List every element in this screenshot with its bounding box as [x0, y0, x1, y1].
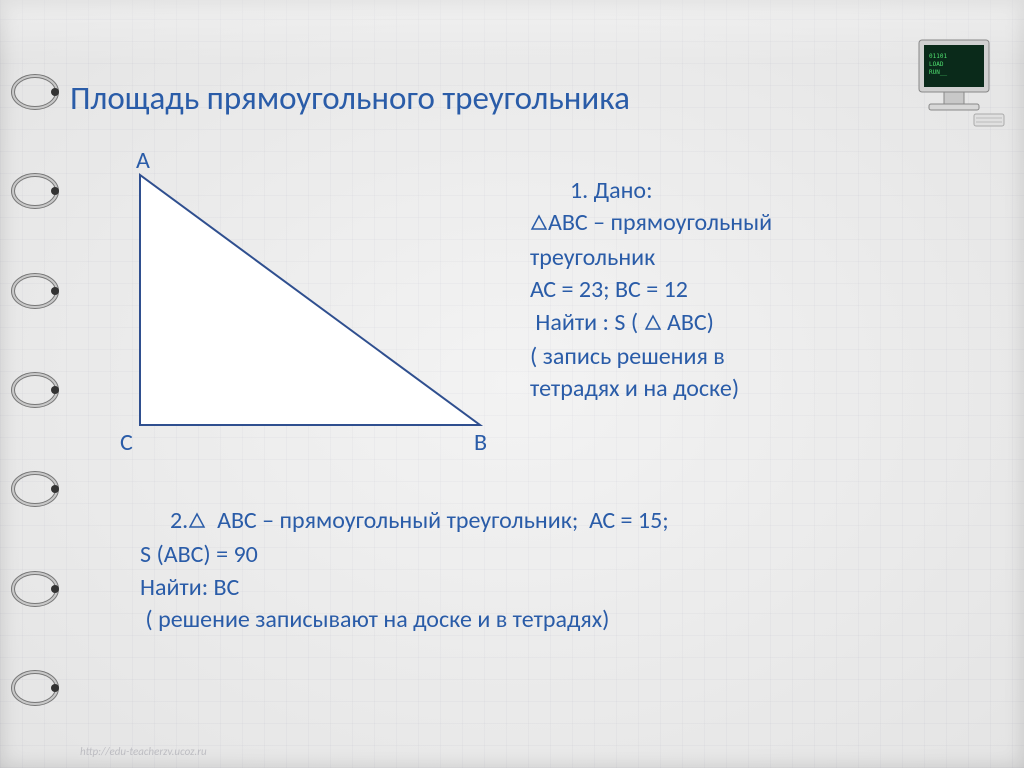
vertex-label-c: C [120, 427, 133, 459]
p1-line1: АВС – прямоугольный [548, 208, 772, 237]
p2-l2: S (АВС) = 90 [140, 539, 920, 571]
p1-line4-before: Найти : S ( [530, 308, 644, 337]
slide: 01101 LOAD RUN__ Площадь прямоугольного … [0, 0, 1024, 768]
p1-line6: тетрадях и на доске) [530, 373, 950, 405]
footer-link: http://edu-teacherzv.ucoz.ru [80, 745, 207, 758]
problem-1: 1. Дано: АВС – прямоугольный треугольник… [530, 175, 950, 406]
computer-icon: 01101 LOAD RUN__ [909, 30, 1009, 130]
vertex-label-a: A [136, 145, 150, 177]
triangle-icon [188, 507, 206, 539]
p1-line5: ( запись решения в [530, 341, 950, 373]
p1-line4-after: АВС) [662, 308, 714, 337]
p1-line3: АС = 23; ВС = 12 [530, 274, 950, 306]
p2-l3: Найти: ВС [140, 572, 920, 604]
svg-text:LOAD: LOAD [929, 61, 944, 68]
slide-title: Площадь прямоугольного треугольника [70, 78, 630, 118]
p1-heading: 1. Дано: [530, 175, 950, 207]
triangle-diagram: A B C [100, 145, 520, 455]
triangle-icon [644, 309, 662, 341]
svg-text:01101: 01101 [929, 53, 947, 60]
svg-text:RUN__: RUN__ [929, 69, 947, 76]
p1-line2: треугольник [530, 242, 950, 274]
problem-2: 2. АВС – прямоугольный треугольник; АС =… [140, 505, 920, 637]
triangle-icon [530, 209, 548, 241]
vertex-label-b: B [474, 427, 487, 459]
p2-prefix: 2. [170, 506, 188, 535]
p2-l1: АВС – прямоугольный треугольник; АС = 15… [206, 506, 668, 535]
spiral-binding [10, 70, 60, 710]
slide-content: A B C 1. Дано: АВС – прямоугольный треуг… [70, 135, 994, 738]
p2-l4: ( решение записывают на доске и в тетрад… [140, 604, 920, 636]
